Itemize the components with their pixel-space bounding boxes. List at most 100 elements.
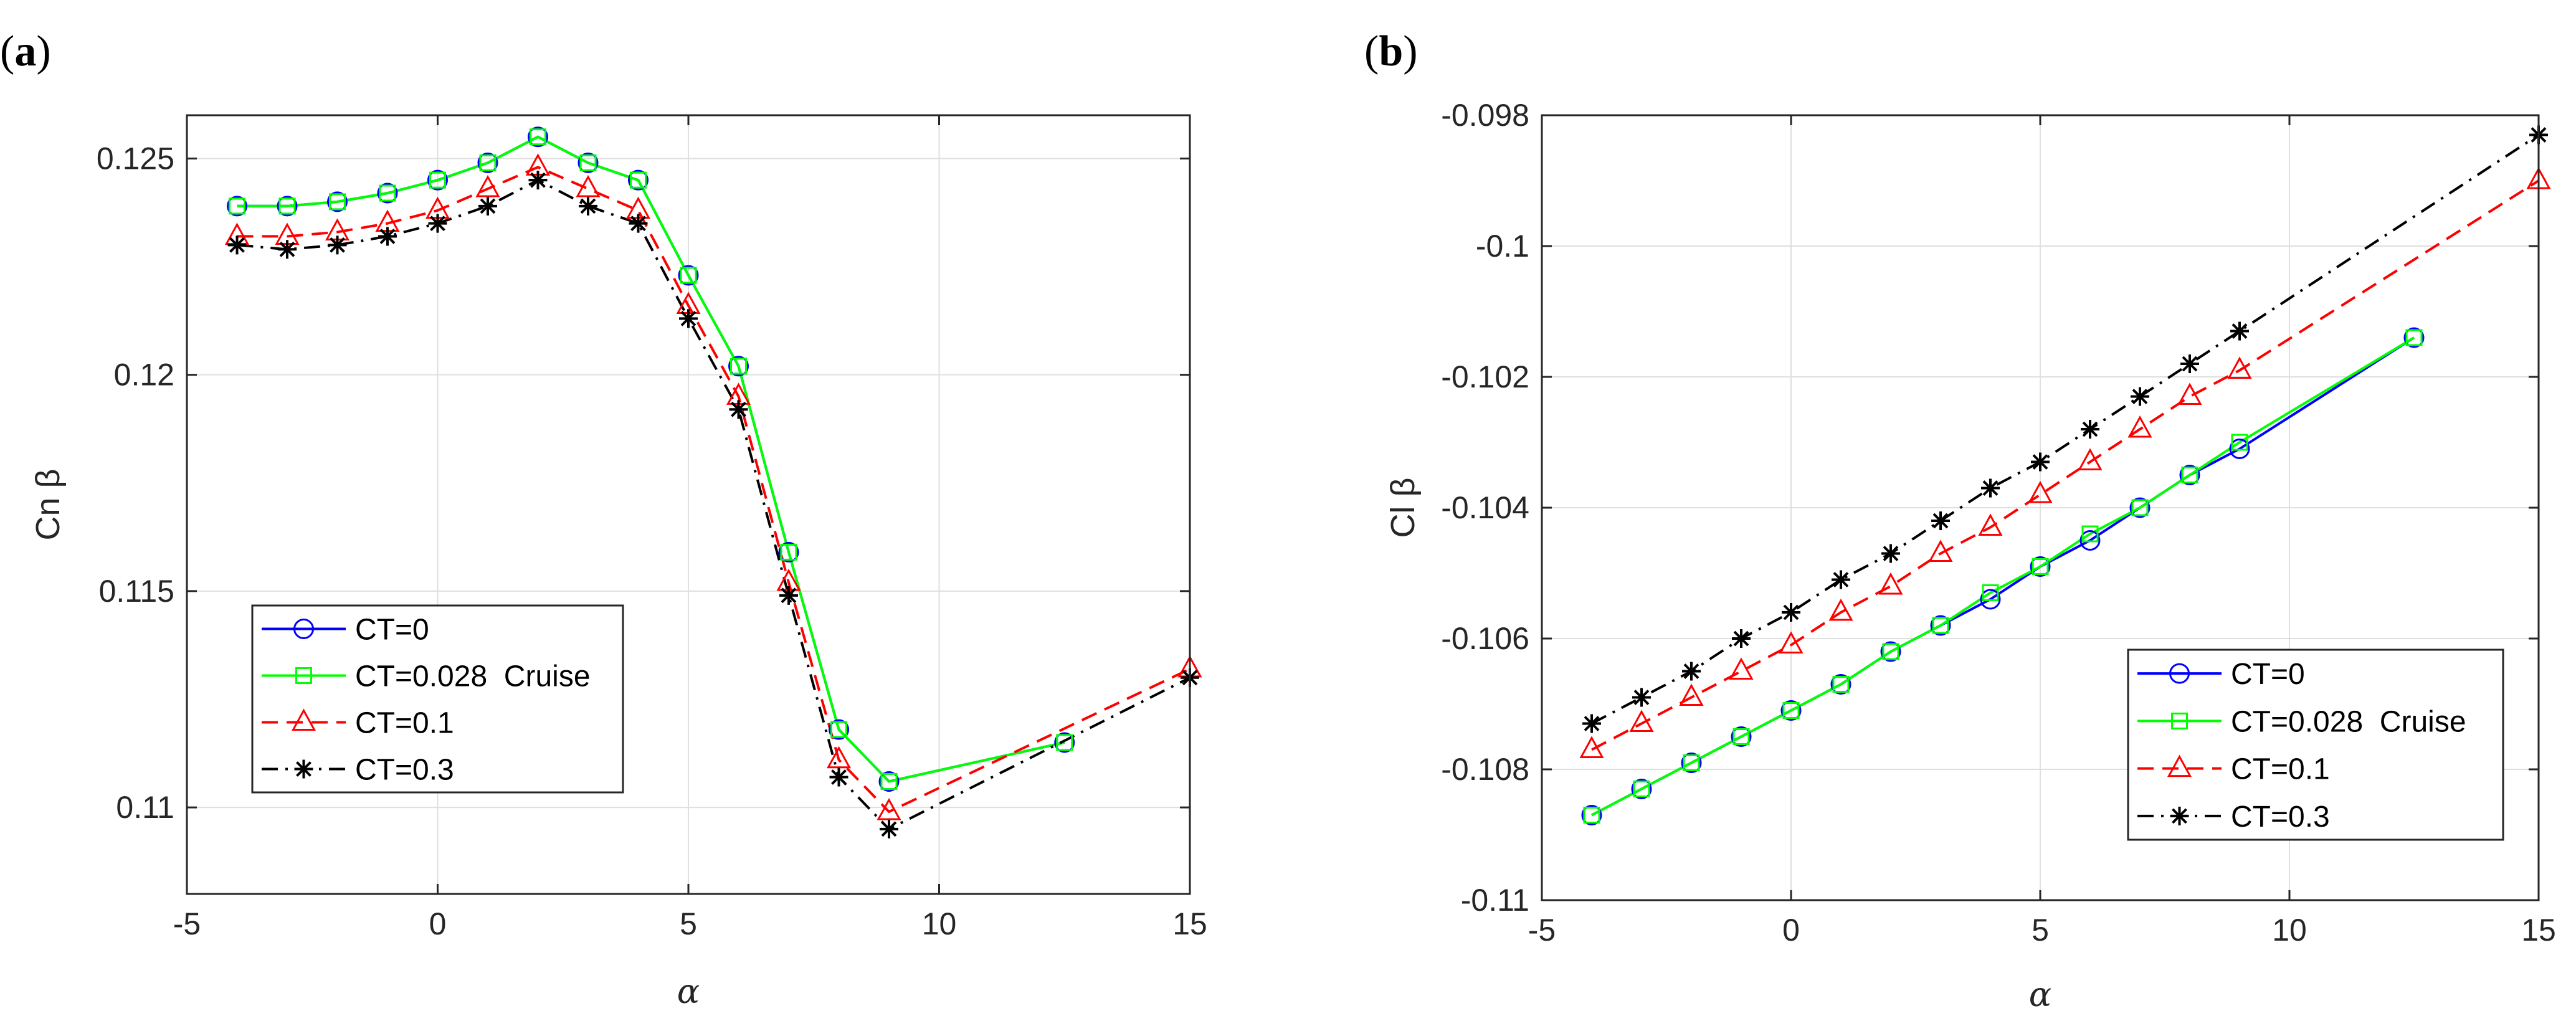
data-point-square [2081,525,2099,543]
data-point-circle [628,169,649,191]
data-point-asterisk [679,309,698,328]
data-point-square [1056,734,1073,751]
legend-marker-circle [293,619,314,639]
x-tick-label: 0 [1782,913,1800,948]
data-point-asterisk [278,240,297,259]
series-markers-a [224,126,1202,838]
legend-marker-square [2171,712,2188,729]
x-tick-label: 10 [922,906,957,941]
data-point-asterisk [1582,714,1601,733]
x-tick-label: -5 [1528,913,1556,948]
data-point-circle [1980,589,2001,610]
data-point-square [379,184,396,202]
data-point-triangle [1828,598,1853,621]
data-point-asterisk [1832,570,1850,589]
legend-label: CT=0.028 Cruise [2231,705,2466,738]
data-point-circle [577,152,599,173]
data-point-triangle [1729,657,1754,680]
data-point-square [2181,467,2198,483]
series-line-triangle [1591,179,2540,751]
panel-label-a: (a) [0,27,51,75]
data-point-circle [2229,439,2250,459]
x-tick-label: 15 [1172,906,1207,941]
data-point-square [1732,728,1750,745]
data-point-square [780,543,797,561]
data-point-asterisk [1682,662,1701,681]
x-tick-label: 10 [2272,913,2307,948]
legend-marker-circle [2169,663,2190,684]
legend-label: CT=0.1 [355,707,454,740]
data-point-square [579,154,597,171]
panel-a: (a) -5 0 5 10 15 0.11 0.115 0.12 0.125 Cn β α CT… [0,27,1207,1011]
data-point-triangle [826,746,852,769]
data-point-asterisk [2081,420,2099,439]
y-tick-label: -0.1 [1476,229,1529,264]
data-point-square [2131,499,2149,516]
data-point-circle [2079,530,2101,551]
legend-label: CT=0.1 [2231,753,2330,786]
series-line-triangle [237,166,1191,814]
y-tick-label: -0.104 [1441,490,1529,525]
data-point-triangle [1679,683,1704,706]
data-point-square [2405,329,2423,346]
data-point-square [1882,643,1899,660]
grid-a [186,115,1191,894]
data-point-circle [2129,497,2151,518]
legend-box [251,604,624,794]
legend-label: CT=0 [355,614,429,647]
data-point-asterisk [2180,354,2199,373]
data-point-asterisk [1981,478,2000,498]
legend-marker-triangle [291,708,316,731]
legend-label: CT=0.028 Cruise [355,660,591,693]
data-point-circle [878,771,900,792]
data-point-asterisk [378,227,397,246]
data-point-triangle [475,174,500,197]
data-point-circle [1880,641,1901,662]
data-point-circle [327,191,348,212]
data-point-asterisk [1881,544,1900,563]
data-point-circle [2030,556,2051,577]
y-tick-label: 0.125 [97,141,174,176]
data-point-triangle [2078,448,2103,470]
data-point-asterisk [880,819,898,838]
data-point-square [1583,807,1600,824]
data-point-square [229,197,245,215]
legend-a: CT=0 CT=0.028 Cruise CT=0.1 CT=0.3 [251,604,624,794]
data-point-asterisk [779,586,798,605]
data-point-circle [2179,465,2200,485]
y-tick-label: 0.115 [99,574,174,609]
data-point-circle [1930,615,1951,636]
data-point-asterisk [729,400,748,419]
legend-label: CT=0 [2231,658,2305,691]
data-point-asterisk [428,214,447,233]
data-point-square [630,171,647,189]
ticks-b: -5 0 5 10 15 -0.11 -0.108 -0.106 -0.104 -0.102 -0.… [1441,98,2556,948]
x-tick-label: 0 [429,906,447,941]
data-point-square [1683,754,1700,771]
data-point-square [1932,617,1949,634]
data-point-triangle [2227,356,2252,379]
data-point-triangle [1629,710,1654,732]
x-tick-label: 15 [2521,913,2556,948]
y-tick-label: 0.11 [116,790,174,825]
data-point-triangle [1779,631,1804,653]
data-point-square [1982,584,1999,601]
data-point-square [730,358,747,375]
data-point-asterisk [1782,603,1800,622]
legend-label: CT=0.3 [2231,800,2330,834]
data-point-square [479,154,497,171]
data-point-square [278,197,296,215]
data-point-circle [1581,805,1602,825]
data-point-triangle [1579,736,1604,758]
data-point-triangle [877,797,901,820]
y-tick-label: -0.098 [1441,98,1529,133]
y-axis-label-a: Cn β [29,468,67,540]
legend-marker-asterisk [2170,806,2189,825]
data-point-square [2231,434,2248,451]
data-point-asterisk [2230,321,2249,341]
data-point-triangle [1928,539,1953,562]
series-lines-a [237,135,1191,830]
data-point-circle [678,265,699,286]
data-point-triangle [2028,480,2053,503]
data-point-asterisk [227,235,247,255]
